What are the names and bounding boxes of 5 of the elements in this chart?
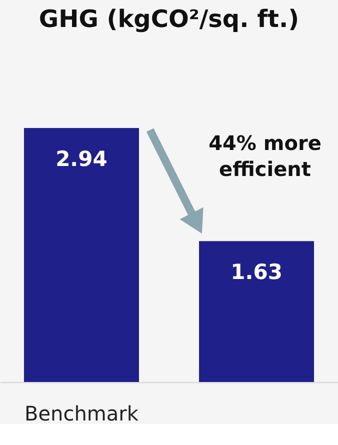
x-tick-label: Benchmark (24, 402, 139, 426)
annotation: 44% more efficient (208, 131, 322, 181)
data-label: 2.94 (56, 147, 108, 171)
chart-title: GHG (kgCO²/sq. ft.) (38, 5, 300, 33)
data-label: 1.63 (230, 260, 282, 284)
